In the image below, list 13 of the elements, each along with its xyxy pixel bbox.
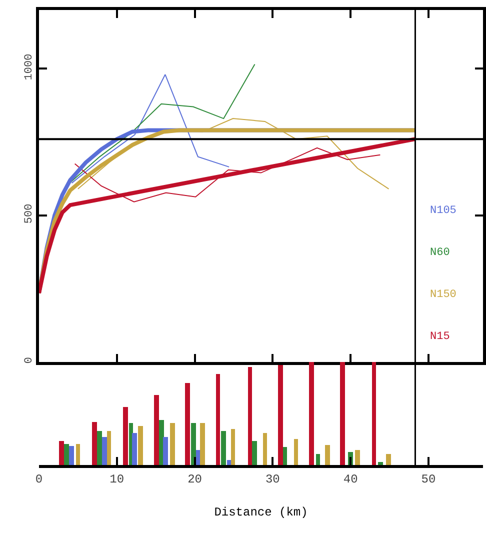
x-tick-label: 50 — [421, 472, 436, 486]
x-tick-label: 10 — [110, 472, 124, 486]
x-tick-label: 20 — [188, 472, 202, 486]
text: N15 — [430, 331, 450, 343]
y-tick-label: 1000 — [24, 54, 36, 80]
text: N60 — [430, 247, 450, 259]
y-tick-label: 500 — [24, 204, 36, 224]
text: N105 — [430, 205, 456, 217]
text: N150 — [430, 289, 456, 301]
x-axis-title: Distance (km) — [214, 505, 308, 520]
y-tick-label: 0 — [24, 357, 36, 364]
x-tick-label: 30 — [265, 472, 280, 486]
x-tick-label: 40 — [343, 472, 358, 486]
